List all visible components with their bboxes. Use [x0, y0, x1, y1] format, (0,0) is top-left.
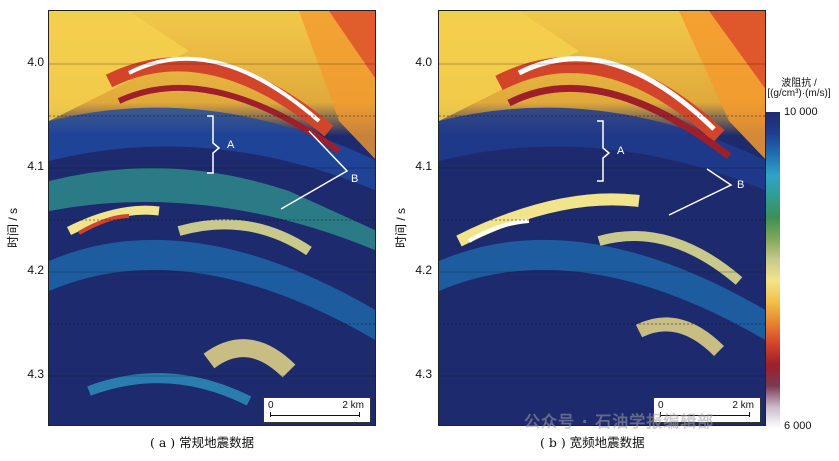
- y-tick: 4.2: [415, 263, 432, 277]
- y-tick: 4.0: [415, 55, 432, 69]
- seismic-panel-b: A B 0 2 km: [438, 10, 766, 426]
- annotation-b-label: B: [737, 179, 745, 191]
- annotation-a-label: A: [227, 139, 235, 151]
- annotation-a-label: A: [617, 145, 625, 157]
- y-axis-title: 时间 / s: [6, 207, 20, 248]
- colorbar-title: 波阻抗 /: [781, 78, 817, 89]
- scale-bar: 0 2 km: [263, 397, 371, 423]
- y-tick: 4.2: [27, 263, 44, 277]
- y-tick: 4.0: [27, 55, 44, 69]
- annotation-b-label: B: [351, 173, 359, 185]
- scale-start: 0: [658, 400, 664, 411]
- seismic-panel-a: A B 0 2 km: [48, 10, 376, 426]
- y-tick: 4.1: [27, 159, 44, 173]
- seismic-image-a: [49, 11, 375, 425]
- colorbar-max: 10 000: [784, 106, 818, 118]
- scale-start: 0: [268, 400, 274, 411]
- seismic-image-b: [439, 11, 765, 425]
- y-tick: 4.3: [27, 367, 44, 381]
- colorbar: [766, 112, 780, 428]
- scale-end: 2 km: [732, 400, 754, 411]
- y-tick: 4.3: [415, 367, 432, 381]
- colorbar-min: 6 000: [784, 420, 812, 432]
- watermark: 公众号 · 石油学报编辑部: [524, 412, 715, 431]
- caption-b: ( b ) 宽频地震数据: [540, 435, 645, 450]
- y-axis-title: 时间 / s: [394, 207, 408, 248]
- y-tick: 4.1: [415, 159, 432, 173]
- colorbar-unit: [(g/cm³)·(m/s)]: [767, 88, 831, 99]
- scale-end: 2 km: [342, 400, 364, 411]
- scale-bar: 0 2 km: [653, 397, 761, 423]
- caption-a: ( a ) 常规地震数据: [150, 435, 255, 450]
